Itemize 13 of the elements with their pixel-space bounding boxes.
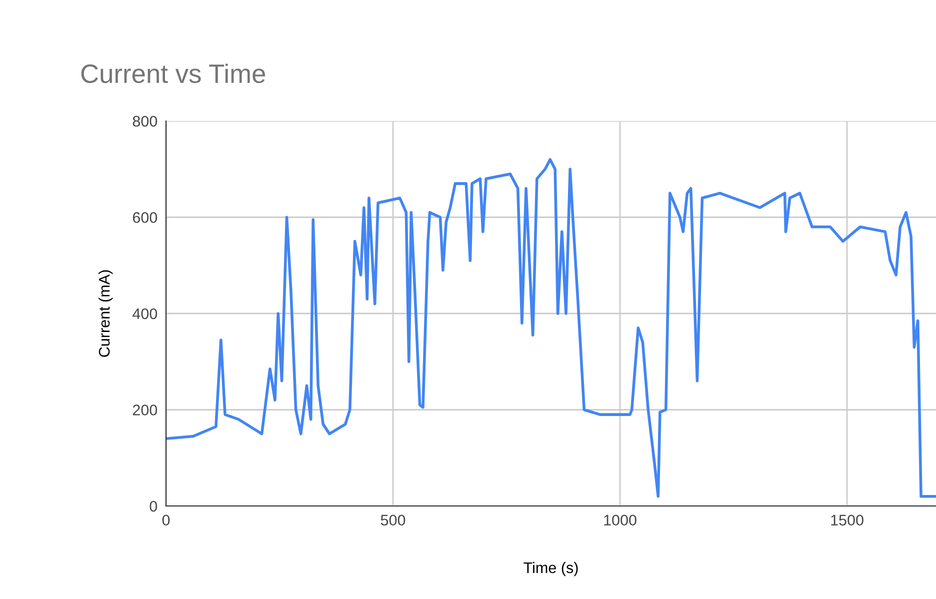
y-tick-label: 200 [132, 404, 158, 416]
y-tick-label: 400 [132, 308, 158, 320]
x-tick-label: 500 [380, 514, 406, 526]
chart-title: Current vs Time [81, 64, 266, 84]
y-tick-label: 600 [132, 212, 158, 223]
y-tick-label: 0 [150, 500, 158, 512]
line-series [166, 158, 936, 498]
x-tick-label: 1500 [831, 514, 864, 526]
y-tick-label: 800 [132, 116, 158, 127]
y-axis-title: Current (mA) [98, 270, 113, 357]
x-axis-title: Time (s) [524, 562, 578, 576]
x-tick-label: 1000 [604, 514, 636, 526]
x-tick-label: 0 [162, 514, 170, 526]
